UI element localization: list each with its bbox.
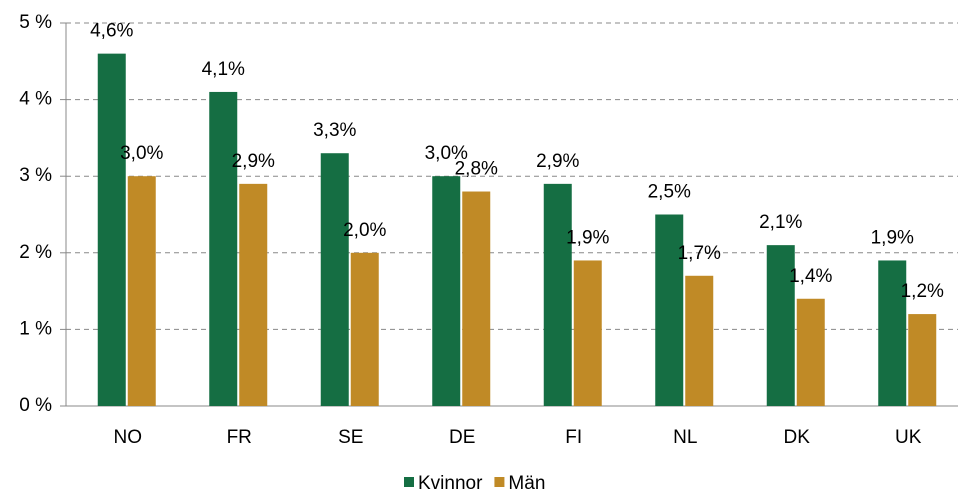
legend-label: Kvinnor — [418, 473, 483, 493]
legend-swatch — [404, 477, 414, 487]
y-tick-label: 1 % — [19, 318, 52, 339]
data-label: 2,5% — [648, 182, 691, 203]
y-tick-label: 5 % — [19, 12, 52, 33]
data-label: 2,1% — [759, 212, 802, 233]
data-label: 3,0% — [425, 143, 468, 164]
bar — [766, 245, 795, 406]
x-tick-label: FI — [565, 427, 582, 448]
bar — [685, 275, 714, 406]
bar — [209, 91, 238, 406]
legend-swatch — [494, 477, 505, 487]
data-label: 2,9% — [232, 151, 275, 172]
bar — [350, 252, 379, 406]
x-tick-label: NO — [114, 427, 143, 448]
data-label: 2,9% — [536, 151, 579, 172]
data-label: 4,1% — [202, 59, 245, 80]
y-tick-label: 2 % — [19, 242, 52, 263]
bar — [543, 183, 572, 406]
bar — [97, 53, 126, 406]
bar — [127, 176, 156, 406]
x-tick-label: FR — [227, 427, 252, 448]
x-tick-label: DK — [784, 427, 811, 448]
y-tick-label: 3 % — [19, 165, 52, 186]
data-label: 1,4% — [789, 266, 832, 287]
data-label: 2,0% — [343, 220, 386, 241]
bar — [239, 183, 268, 406]
y-tick-label: 4 % — [19, 89, 52, 110]
bar — [432, 176, 461, 406]
data-label: 1,7% — [678, 243, 721, 264]
data-label: 4,6% — [90, 21, 133, 42]
data-label: 2,8% — [455, 159, 498, 180]
bar — [462, 191, 491, 406]
bar — [320, 153, 349, 406]
y-tick-label: 0 % — [19, 395, 52, 416]
data-label: 1,9% — [566, 227, 609, 248]
data-label: 1,9% — [871, 227, 914, 248]
data-label: 3,3% — [313, 120, 356, 141]
bar — [796, 298, 825, 406]
bar — [908, 314, 937, 406]
bar — [655, 214, 684, 406]
bar — [878, 260, 907, 406]
x-tick-label: DE — [449, 427, 475, 448]
x-tick-label: NL — [673, 427, 697, 448]
legend-label: Män — [508, 473, 545, 493]
data-label: 3,0% — [120, 143, 163, 164]
bar — [573, 260, 602, 406]
data-label: 1,2% — [901, 281, 944, 302]
x-tick-label: SE — [338, 427, 363, 448]
x-tick-label: UK — [895, 427, 922, 448]
